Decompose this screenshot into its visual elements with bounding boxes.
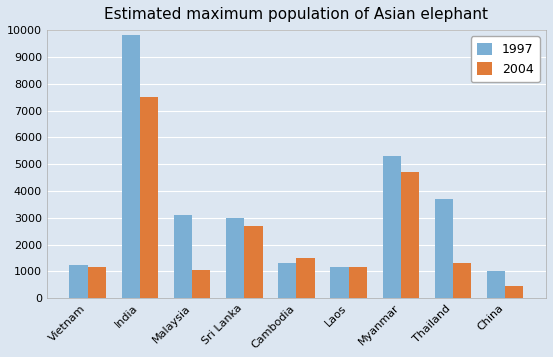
Bar xyxy=(278,263,296,298)
Bar xyxy=(487,271,505,298)
Bar xyxy=(401,172,419,298)
Bar xyxy=(122,35,140,298)
Bar xyxy=(70,265,88,298)
Bar xyxy=(174,215,192,298)
Bar xyxy=(88,267,106,298)
Title: Estimated maximum population of Asian elephant: Estimated maximum population of Asian el… xyxy=(105,7,488,22)
Bar xyxy=(348,267,367,298)
Bar xyxy=(192,270,210,298)
Bar xyxy=(435,199,453,298)
Bar xyxy=(453,263,471,298)
Bar xyxy=(244,226,263,298)
Bar xyxy=(140,97,158,298)
Legend: 1997, 2004: 1997, 2004 xyxy=(471,36,540,82)
Bar xyxy=(296,258,315,298)
Bar xyxy=(505,286,523,298)
Bar xyxy=(226,218,244,298)
Bar xyxy=(383,156,401,298)
Bar xyxy=(330,267,348,298)
